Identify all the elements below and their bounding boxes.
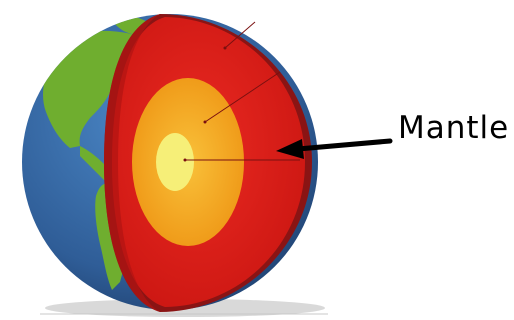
central-america bbox=[80, 146, 112, 182]
pointer-line-crust bbox=[224, 21, 256, 49]
cut-edge bbox=[104, 14, 160, 312]
inner-core bbox=[156, 133, 194, 191]
mantle-label: Mantle bbox=[398, 110, 510, 146]
mantle-arrow bbox=[276, 138, 393, 159]
pointer-line-outer-core bbox=[204, 71, 281, 123]
